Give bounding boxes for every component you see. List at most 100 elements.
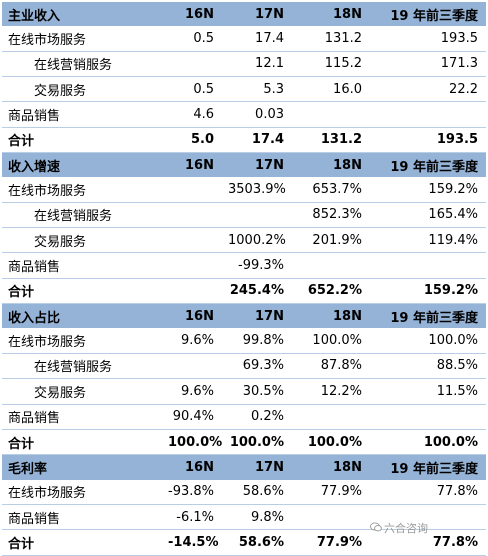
- table-cell: 90.4%: [162, 404, 222, 430]
- table-row: 在线营销服务 12.1 115.2 171.3: [2, 51, 486, 78]
- table-cell: -6.1%: [162, 504, 222, 531]
- table-cell: [162, 353, 222, 380]
- table-cell: 77.9%: [292, 529, 370, 556]
- table-cell: 193.5: [370, 26, 486, 52]
- table-cell: 652.2%: [292, 278, 370, 305]
- table-row: 交易服务 1000.2% 201.9% 119.4%: [2, 227, 486, 254]
- section-title: 毛利率: [2, 454, 162, 480]
- table-cell: 77.8%: [370, 479, 486, 505]
- row-label: 在线市场服务: [2, 328, 162, 354]
- table-row: 在线市场服务 3503.9% 653.7% 159.2%: [2, 177, 486, 203]
- table-cell: 17.4: [222, 127, 292, 154]
- table-row: 交易服务 9.6% 30.5% 12.2% 11.5%: [2, 378, 486, 405]
- table-cell: [370, 504, 486, 531]
- row-label: 合计: [2, 278, 162, 305]
- table-cell: 11.5%: [370, 378, 486, 405]
- watermark: 六合咨询: [384, 522, 428, 535]
- table-cell: 100.0%: [370, 429, 486, 456]
- table-cell: 193.5: [370, 127, 486, 154]
- table-cell: 87.8%: [292, 353, 370, 380]
- table-cell: [162, 202, 222, 229]
- table-cell: 159.2%: [370, 278, 486, 305]
- table-cell: 77.9%: [292, 479, 370, 505]
- table-cell: 0.5: [162, 26, 222, 52]
- column-header: 16N: [162, 454, 222, 480]
- column-header: 17N: [222, 2, 292, 27]
- table-cell: 0.5: [162, 76, 222, 103]
- row-label: 商品销售: [2, 101, 162, 128]
- section-title: 收入增速: [2, 152, 162, 178]
- table-row: 在线营销服务 852.3% 165.4%: [2, 202, 486, 229]
- section-header-row: 毛利率 16N 17N 18N 19 年前三季度: [2, 454, 486, 480]
- section-header-row: 收入增速 16N 17N 18N 19 年前三季度: [2, 152, 486, 178]
- table-cell: 0.2%: [222, 404, 292, 430]
- table-cell: 88.5%: [370, 353, 486, 380]
- table-cell: 12.1: [222, 51, 292, 78]
- column-header: 19 年前三季度: [370, 152, 486, 178]
- row-label: 在线市场服务: [2, 26, 162, 52]
- table-cell: 171.3: [370, 51, 486, 78]
- row-label: 在线营销服务: [2, 51, 162, 78]
- table-cell: 100.0%: [222, 429, 292, 456]
- row-label: 在线营销服务: [2, 353, 162, 380]
- column-header: 19 年前三季度: [370, 454, 486, 480]
- table-row: 在线市场服务 0.5 17.4 131.2 193.5: [2, 26, 486, 52]
- table-cell: [222, 202, 292, 229]
- column-header: 16N: [162, 152, 222, 178]
- row-label: 合计: [2, 127, 162, 154]
- table-cell: 201.9%: [292, 227, 370, 254]
- section-title: 收入占比: [2, 303, 162, 329]
- table-row: 在线市场服务 -93.8% 58.6% 77.9% 77.8%: [2, 479, 486, 505]
- column-header: 18N: [292, 454, 370, 480]
- table-cell: 5.0: [162, 127, 222, 154]
- column-header: 18N: [292, 303, 370, 329]
- row-label: 合计: [2, 529, 162, 556]
- table-cell: 30.5%: [222, 378, 292, 405]
- row-label: 商品销售: [2, 404, 162, 430]
- table-cell: [292, 504, 370, 531]
- section-header-row: 收入占比 16N 17N 18N 19 年前三季度: [2, 303, 486, 329]
- table-cell: [162, 227, 222, 254]
- table-cell: 9.6%: [162, 328, 222, 354]
- table-row: 商品销售 -6.1% 9.8%: [2, 504, 486, 531]
- table-cell: 1000.2%: [222, 227, 292, 254]
- row-label: 交易服务: [2, 227, 162, 254]
- table-cell: 17.4: [222, 26, 292, 52]
- column-header: 16N: [162, 303, 222, 329]
- table-cell: 119.4%: [370, 227, 486, 254]
- table-cell: 22.2: [370, 76, 486, 103]
- section-title: 主业收入: [2, 2, 162, 27]
- table-cell: [370, 252, 486, 279]
- table-cell: -99.3%: [222, 252, 292, 279]
- table-cell: [370, 404, 486, 430]
- table-cell: 0.03: [222, 101, 292, 128]
- table-cell: 58.6%: [222, 479, 292, 505]
- row-label: 在线营销服务: [2, 202, 162, 229]
- column-header: 17N: [222, 454, 292, 480]
- table-cell: 5.3: [222, 76, 292, 103]
- table-cell: 165.4%: [370, 202, 486, 229]
- table-cell: 159.2%: [370, 177, 486, 203]
- row-label: 交易服务: [2, 378, 162, 405]
- wechat-icon: [370, 522, 382, 532]
- table-cell: [162, 252, 222, 279]
- table-cell: [370, 101, 486, 128]
- table-cell: [292, 101, 370, 128]
- table-cell: 131.2: [292, 127, 370, 154]
- table-cell: 131.2: [292, 26, 370, 52]
- total-row: 合计 245.4% 652.2% 159.2%: [2, 278, 486, 305]
- column-header: 16N: [162, 2, 222, 27]
- table-cell: 3503.9%: [222, 177, 292, 203]
- table-cell: -14.5%: [162, 529, 222, 556]
- table-cell: 99.8%: [222, 328, 292, 354]
- table-cell: 100.0%: [370, 328, 486, 354]
- table-cell: 9.6%: [162, 378, 222, 405]
- column-header: 18N: [292, 2, 370, 27]
- table-cell: 852.3%: [292, 202, 370, 229]
- table-row: 商品销售 90.4% 0.2%: [2, 404, 486, 430]
- table-cell: [162, 278, 222, 305]
- row-label: 商品销售: [2, 252, 162, 279]
- column-header: 19 年前三季度: [370, 303, 486, 329]
